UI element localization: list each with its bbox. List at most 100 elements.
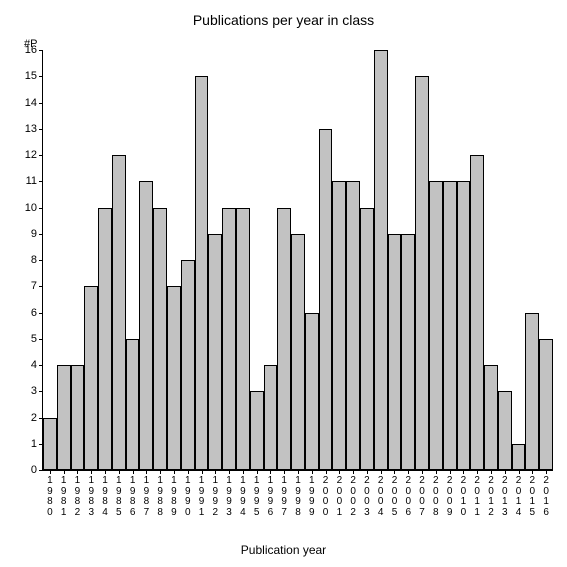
bar (98, 208, 112, 471)
x-tick-label: 1 9 8 8 (156, 476, 164, 518)
y-tick (39, 313, 43, 314)
bar (236, 208, 250, 471)
chart-container: Publications per year in class #P 012345… (0, 0, 567, 567)
plot-area: 0123456789101112131415161 9 8 01 9 8 11 … (42, 50, 553, 471)
y-tick-label: 1 (31, 438, 37, 450)
x-tick-label: 1 9 9 4 (239, 476, 247, 518)
x-tick-label: 2 0 1 0 (459, 476, 467, 518)
x-tick (408, 470, 409, 474)
bar (388, 234, 402, 470)
bar (208, 234, 222, 470)
x-tick (174, 470, 175, 474)
bar (195, 76, 209, 470)
bar (277, 208, 291, 471)
bar (470, 155, 484, 470)
x-tick-label: 2 0 1 2 (487, 476, 495, 518)
bar (126, 339, 140, 470)
x-tick (91, 470, 92, 474)
x-tick (463, 470, 464, 474)
x-tick (367, 470, 368, 474)
x-tick-label: 1 9 8 7 (142, 476, 150, 518)
bar (374, 50, 388, 470)
x-tick-label: 2 0 0 7 (418, 476, 426, 518)
y-tick (39, 391, 43, 392)
x-tick-label: 2 0 1 4 (515, 476, 523, 518)
y-tick (39, 50, 43, 51)
x-tick (229, 470, 230, 474)
x-tick (284, 470, 285, 474)
bar (71, 365, 85, 470)
x-tick-label: 1 9 8 5 (115, 476, 123, 518)
bar (291, 234, 305, 470)
x-tick-label: 1 9 8 6 (129, 476, 137, 518)
bar (512, 444, 526, 470)
y-tick-label: 4 (31, 359, 37, 371)
x-tick (105, 470, 106, 474)
x-tick (202, 470, 203, 474)
x-tick-label: 2 0 0 0 (322, 476, 330, 518)
x-tick-label: 1 9 8 4 (101, 476, 109, 518)
y-tick (39, 260, 43, 261)
y-tick (39, 234, 43, 235)
x-tick (133, 470, 134, 474)
x-tick-label: 1 9 9 6 (266, 476, 274, 518)
x-tick-label: 1 9 9 1 (198, 476, 206, 518)
chart-title: Publications per year in class (0, 12, 567, 28)
x-tick-label: 1 9 9 8 (294, 476, 302, 518)
x-tick-label: 1 9 8 2 (73, 476, 81, 518)
x-tick-label: 1 9 8 3 (87, 476, 95, 518)
x-tick-label: 1 9 8 9 (170, 476, 178, 518)
x-tick (326, 470, 327, 474)
y-tick-label: 6 (31, 307, 37, 319)
x-tick (119, 470, 120, 474)
bar (525, 313, 539, 471)
bar (250, 391, 264, 470)
bar (360, 208, 374, 471)
bar (401, 234, 415, 470)
x-tick (422, 470, 423, 474)
y-tick (39, 470, 43, 471)
x-tick (381, 470, 382, 474)
x-tick (505, 470, 506, 474)
x-tick (146, 470, 147, 474)
bar (264, 365, 278, 470)
bar (429, 181, 443, 470)
x-tick (257, 470, 258, 474)
bar (112, 155, 126, 470)
y-tick-label: 3 (31, 385, 37, 397)
y-tick-label: 5 (31, 333, 37, 345)
y-tick (39, 208, 43, 209)
bar (222, 208, 236, 471)
bar (498, 391, 512, 470)
x-tick-label: 1 9 9 5 (253, 476, 261, 518)
y-tick-label: 12 (25, 149, 37, 161)
x-tick-label: 1 9 9 9 (308, 476, 316, 518)
x-tick-label: 2 0 0 1 (335, 476, 343, 518)
bar (167, 286, 181, 470)
x-tick (270, 470, 271, 474)
x-tick-label: 2 0 1 3 (501, 476, 509, 518)
x-tick-label: 2 0 0 4 (377, 476, 385, 518)
x-tick-label: 2 0 1 5 (528, 476, 536, 518)
bar (139, 181, 153, 470)
y-tick-label: 9 (31, 228, 37, 240)
y-tick-label: 7 (31, 280, 37, 292)
x-tick (353, 470, 354, 474)
x-tick-label: 2 0 0 8 (432, 476, 440, 518)
x-tick (477, 470, 478, 474)
y-tick (39, 103, 43, 104)
x-tick (160, 470, 161, 474)
bar (84, 286, 98, 470)
y-tick-label: 15 (25, 70, 37, 82)
x-tick (215, 470, 216, 474)
y-tick-label: 0 (31, 464, 37, 476)
x-tick-label: 1 9 9 3 (225, 476, 233, 518)
y-tick-label: 10 (25, 202, 37, 214)
x-tick-label: 1 9 8 0 (46, 476, 54, 518)
y-tick-label: 11 (26, 175, 37, 187)
bar (484, 365, 498, 470)
x-tick (450, 470, 451, 474)
x-tick-label: 2 0 0 9 (446, 476, 454, 518)
bar (332, 181, 346, 470)
x-tick (312, 470, 313, 474)
